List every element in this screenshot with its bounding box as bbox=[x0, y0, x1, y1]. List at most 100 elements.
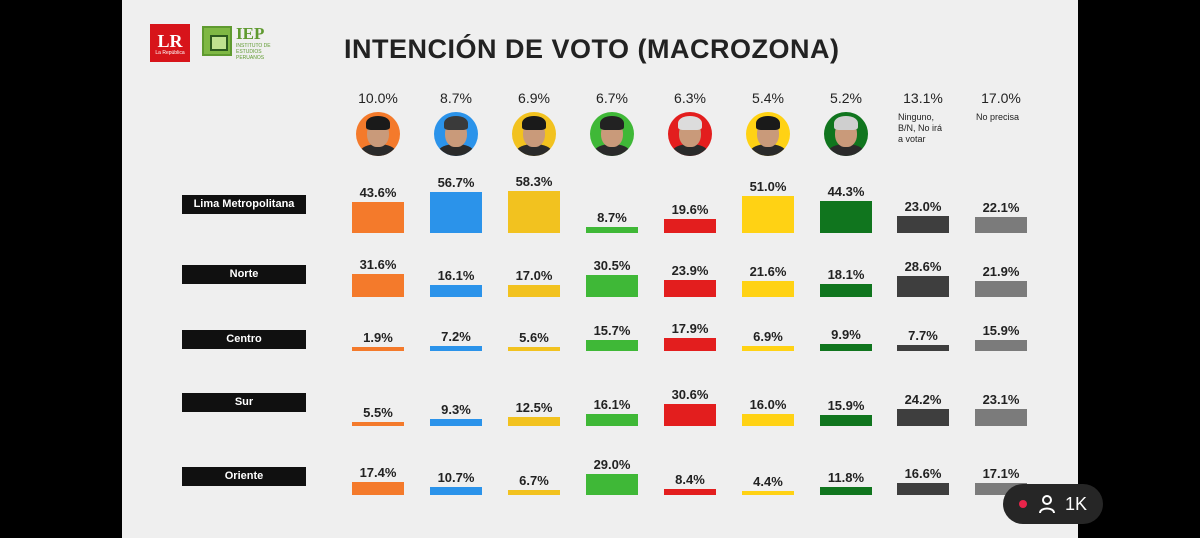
bar-value-label: 1.9% bbox=[363, 330, 393, 345]
bar-value-label: 56.7% bbox=[437, 175, 475, 191]
candidate-photo-icon bbox=[668, 112, 712, 156]
iep-logo-mark bbox=[202, 26, 232, 56]
bar bbox=[586, 339, 638, 351]
region-label: Lima Metropolitana bbox=[182, 195, 306, 214]
bar-area: 43.6% 56.7% 58.3% 8.7% 19.6% 51.0% 44.3% 23.0% 2… bbox=[122, 0, 1078, 538]
bar-value-label: 12.5% bbox=[515, 400, 553, 415]
candidate-column-header: 6.9% bbox=[495, 90, 573, 156]
candidate-photo-icon bbox=[590, 112, 634, 156]
bar bbox=[586, 275, 638, 297]
bar-value-label: 51.0% bbox=[749, 179, 787, 195]
bar bbox=[508, 191, 560, 233]
candidate-photo-icon bbox=[746, 112, 790, 156]
iep-logo-text: IEP bbox=[236, 24, 265, 43]
bar-value-label: 21.6% bbox=[749, 264, 787, 280]
bar bbox=[742, 346, 794, 351]
bar bbox=[820, 201, 872, 233]
bar bbox=[430, 487, 482, 495]
bar-value-label: 28.6% bbox=[904, 259, 942, 275]
bar-value-label: 8.4% bbox=[675, 471, 705, 487]
region-label: Norte bbox=[182, 265, 306, 284]
bar bbox=[664, 488, 716, 495]
bar-value-label: 17.1% bbox=[982, 465, 1020, 481]
bar-value-label: 6.9% bbox=[753, 329, 783, 345]
region-label: Centro bbox=[182, 330, 306, 349]
chart-slide: LR La República IEP INSTITUTO DE ESTUDIO… bbox=[122, 0, 1078, 538]
bar bbox=[508, 417, 560, 426]
bar bbox=[508, 346, 560, 351]
live-viewers-badge[interactable]: 1K bbox=[1003, 484, 1103, 524]
bar bbox=[742, 281, 794, 297]
bar bbox=[508, 490, 560, 495]
candidate-column-header: 8.7% bbox=[417, 90, 495, 156]
bar-value-label: 16.6% bbox=[904, 466, 942, 482]
bar-value-label: 17.4% bbox=[359, 465, 397, 481]
candidate-column-header: 13.1% Ninguno, B/N, No irá a votar bbox=[884, 90, 962, 145]
bar bbox=[430, 285, 482, 297]
bar-value-label: 30.6% bbox=[671, 386, 709, 402]
candidate-column-header: 5.2% bbox=[807, 90, 885, 156]
bar-value-label: 23.0% bbox=[904, 199, 942, 215]
bar bbox=[897, 216, 949, 233]
bar-value-label: 31.6% bbox=[359, 257, 397, 273]
bar-value-label: 30.5% bbox=[593, 258, 631, 274]
region-label: Sur bbox=[182, 393, 306, 412]
iep-logo-subtext: INSTITUTO DE ESTUDIOS PERUANOS bbox=[236, 43, 271, 61]
bar bbox=[586, 414, 638, 426]
lr-logo-text: LR bbox=[157, 30, 183, 51]
bar bbox=[897, 408, 949, 426]
candidate-overall-percentage: 6.3% bbox=[674, 90, 706, 106]
bar-value-label: 24.2% bbox=[904, 391, 942, 407]
candidate-overall-percentage: 13.1% bbox=[903, 90, 943, 106]
bar bbox=[820, 283, 872, 297]
candidate-photo-icon bbox=[824, 112, 868, 156]
live-dot bbox=[1019, 500, 1027, 508]
bar-value-label: 15.9% bbox=[827, 397, 865, 413]
bar-value-label: 21.9% bbox=[982, 264, 1020, 280]
bar bbox=[664, 338, 716, 351]
bar bbox=[352, 482, 404, 495]
bar bbox=[508, 284, 560, 297]
candidate-overall-percentage: 5.2% bbox=[830, 90, 862, 106]
bar-value-label: 5.6% bbox=[519, 329, 549, 345]
candidate-column-header: 10.0% bbox=[339, 90, 417, 156]
bar-value-label: 7.7% bbox=[908, 328, 938, 344]
candidate-column-header: 17.0% No precisa bbox=[962, 90, 1040, 123]
bar-value-label: 23.9% bbox=[671, 262, 709, 278]
bar bbox=[352, 274, 404, 297]
bar bbox=[742, 414, 794, 426]
bar-value-label: 6.7% bbox=[519, 473, 549, 489]
chart-title: INTENCIÓN DE VOTO (MACROZONA) bbox=[344, 34, 840, 64]
bar-value-label: 43.6% bbox=[359, 184, 397, 200]
la-republica-logo: LR La República bbox=[150, 24, 190, 62]
bar-value-label: 9.3% bbox=[441, 402, 471, 418]
bar-value-label: 4.4% bbox=[753, 474, 783, 489]
candidate-photo-icon bbox=[434, 112, 478, 156]
bar-value-label: 10.7% bbox=[437, 470, 475, 486]
bar-value-label: 29.0% bbox=[593, 457, 631, 473]
bar-value-label: 8.7% bbox=[597, 209, 627, 225]
bar bbox=[352, 422, 404, 426]
bar-value-label: 44.3% bbox=[827, 184, 865, 200]
candidate-overall-percentage: 17.0% bbox=[981, 90, 1021, 106]
candidate-overall-percentage: 5.4% bbox=[752, 90, 784, 106]
bar-value-label: 16.1% bbox=[437, 268, 475, 284]
bar bbox=[430, 345, 482, 351]
bar bbox=[742, 196, 794, 233]
bar bbox=[352, 201, 404, 233]
candidate-overall-percentage: 10.0% bbox=[358, 90, 398, 106]
candidate-photo-icon bbox=[356, 112, 400, 156]
bar bbox=[820, 414, 872, 426]
bar bbox=[897, 483, 949, 495]
bar-value-label: 58.3% bbox=[515, 174, 553, 190]
candidate-note: No precisa bbox=[976, 112, 1020, 122]
bar bbox=[897, 276, 949, 297]
bar bbox=[664, 279, 716, 297]
candidate-note: Ninguno, B/N, No irá a votar bbox=[898, 112, 943, 144]
candidate-column-header: 6.3% bbox=[651, 90, 729, 156]
bar bbox=[664, 218, 716, 233]
bar bbox=[975, 281, 1027, 297]
bar-value-label: 17.0% bbox=[515, 267, 553, 283]
candidate-overall-percentage: 6.9% bbox=[518, 90, 550, 106]
bar-value-label: 15.9% bbox=[982, 322, 1020, 338]
